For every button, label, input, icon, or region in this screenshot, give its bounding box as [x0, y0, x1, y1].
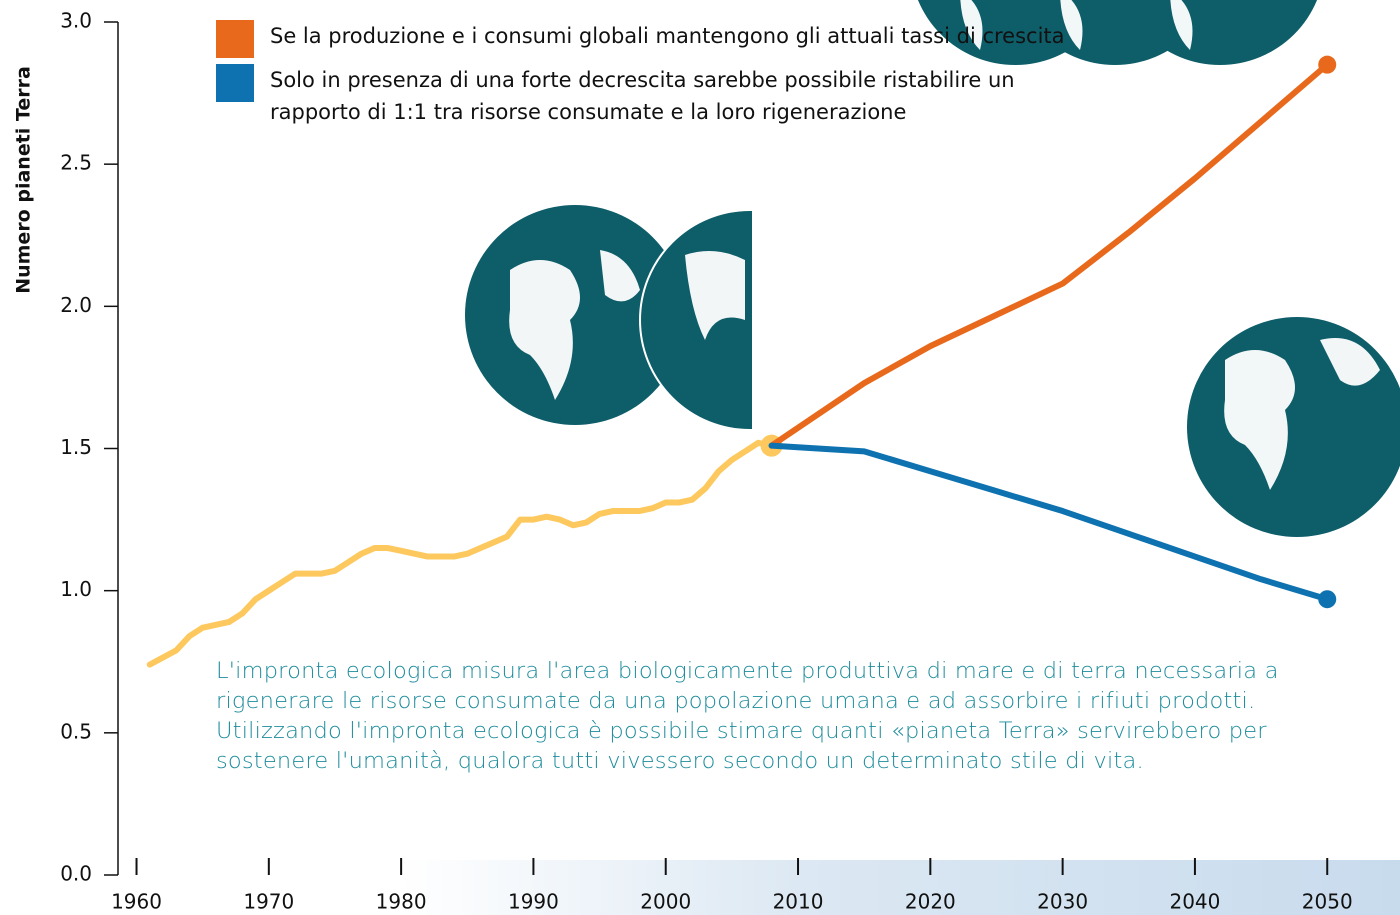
legend-item: Solo in presenza di una forte decrescita…: [216, 64, 1100, 128]
x-tick-label: 1960: [111, 890, 162, 914]
globe-land: [509, 0, 1380, 490]
series-line: [768, 61, 1331, 449]
legend-label: Se la produzione e i consumi globali man…: [270, 24, 1065, 48]
x-tick-label: 1990: [508, 890, 559, 914]
x-tick-label: 1970: [243, 890, 294, 914]
x-tick-label: 2040: [1169, 890, 1220, 914]
end-point: [1318, 55, 1337, 74]
background-band: [400, 860, 1400, 915]
y-tick-label: 1.5: [60, 435, 92, 459]
legend-swatch: [216, 20, 254, 58]
y-tick-label: 0.0: [60, 862, 92, 886]
legend-item: Se la produzione e i consumi globali man…: [216, 20, 1100, 58]
legend-swatch: [216, 64, 254, 102]
y-axis-label: Numero pianeti Terra: [13, 66, 35, 294]
x-tick-label: 2010: [773, 890, 824, 914]
legend-label: Solo in presenza di una forte decrescita…: [270, 68, 1015, 124]
x-tick-label: 2030: [1037, 890, 1088, 914]
x-tick-label: 2000: [640, 890, 691, 914]
end-point: [1318, 590, 1337, 609]
y-tick-label: 3.0: [60, 9, 92, 33]
x-tick-label: 2020: [905, 890, 956, 914]
y-tick-label: 2.0: [60, 293, 92, 317]
legend: Se la produzione e i consumi globali man…: [216, 20, 1100, 134]
x-tick-label: 1980: [376, 890, 427, 914]
x-tick-label: 2050: [1302, 890, 1353, 914]
series-line: [768, 442, 1331, 603]
y-tick-label: 0.5: [60, 719, 92, 743]
y-tick-label: 2.5: [60, 151, 92, 175]
annotation: L'impronta ecologica misura l'area biolo…: [216, 658, 1279, 774]
series-line: [146, 439, 775, 668]
y-tick-label: 1.0: [60, 577, 92, 601]
